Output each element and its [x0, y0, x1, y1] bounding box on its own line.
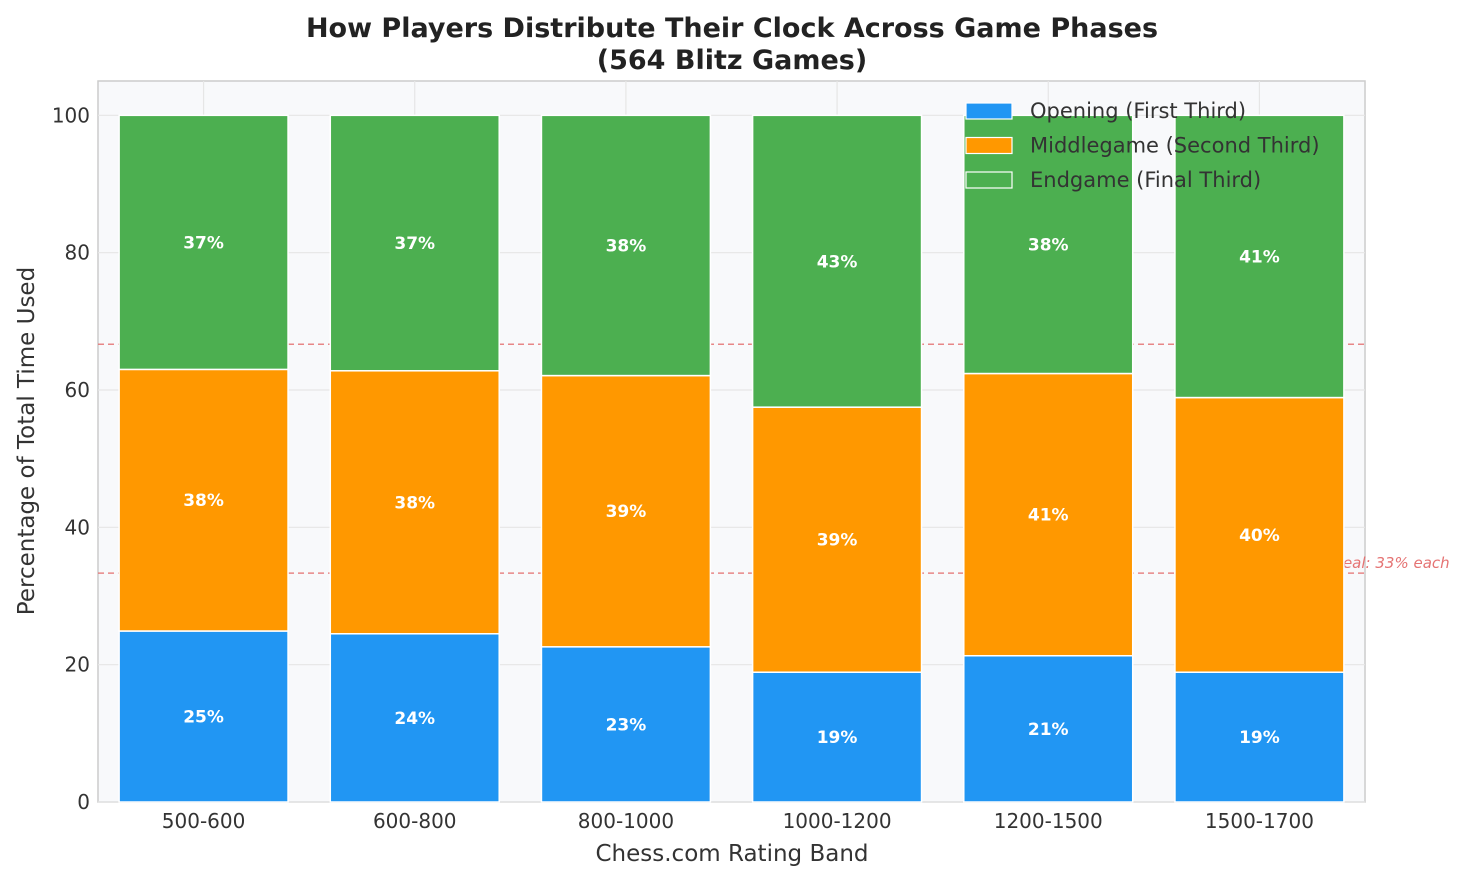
bar-segment — [118, 114, 289, 371]
bar-segment — [1174, 396, 1345, 673]
y-tick-label: 60 — [65, 378, 90, 402]
y-tick-label: 20 — [65, 653, 90, 677]
bar-segment — [329, 114, 500, 372]
chart-title: How Players Distribute Their Clock Acros… — [306, 13, 1158, 44]
bar-segment — [329, 633, 500, 803]
chart-subtitle: (564 Blitz Games) — [597, 45, 867, 76]
bar-segment — [963, 114, 1134, 375]
data-label: 38% — [1028, 235, 1069, 255]
data-label: 40% — [1239, 526, 1280, 546]
bar-segment — [118, 368, 289, 632]
data-label: 38% — [606, 236, 647, 256]
data-label: 23% — [606, 715, 647, 735]
bar-segment — [329, 370, 500, 635]
x-tick-label: 600-800 — [373, 809, 457, 833]
data-label: 24% — [394, 709, 435, 729]
x-axis-label: Chess.com Rating Band — [595, 841, 868, 867]
y-tick-label: 100 — [52, 103, 90, 127]
data-label: 19% — [817, 728, 858, 748]
legend-swatch — [965, 171, 1013, 189]
data-label: 19% — [1239, 728, 1280, 748]
data-label: 39% — [817, 531, 858, 551]
legend-swatch — [965, 136, 1013, 155]
data-label: 39% — [606, 502, 647, 522]
legend-entry: Opening (First Third) — [1030, 99, 1246, 123]
bar-segment — [540, 646, 712, 803]
x-tick-label: 800-1000 — [578, 809, 674, 833]
y-axis-ticks: 0 20 40 60 80 100 — [52, 103, 90, 814]
plot-area — [97, 80, 1366, 803]
data-label: 37% — [394, 234, 435, 254]
x-tick-label: 1200-1500 — [994, 809, 1103, 833]
y-tick-label: 0 — [77, 790, 90, 814]
bar-segment — [1174, 114, 1345, 399]
y-tick-label: 40 — [65, 515, 90, 539]
bar-segment — [963, 654, 1134, 803]
data-label: 41% — [1028, 506, 1069, 526]
x-axis-ticks: 500-600 600-800 800-1000 1000-1200 1200-1500… — [162, 809, 1314, 833]
bar-segment — [751, 406, 923, 673]
bars — [118, 114, 1345, 803]
bar-segment — [751, 114, 923, 408]
legend-swatch — [965, 102, 1013, 120]
bar-segment — [118, 630, 289, 803]
legend: Opening (First Third) Middlegame (Second … — [965, 99, 1320, 192]
bar-segment — [751, 671, 923, 803]
y-axis-label: Percentage of Total Time Used — [14, 267, 40, 615]
y-tick-label: 80 — [65, 241, 90, 265]
data-label: 43% — [817, 252, 858, 272]
data-label: 37% — [183, 233, 224, 253]
legend-entry: Middlegame (Second Third) — [1030, 134, 1320, 158]
reference-lines: Ideal: 33% each — [98, 343, 1450, 574]
data-label: 41% — [1239, 247, 1280, 267]
bar-segment — [540, 114, 712, 377]
bar-segment — [540, 374, 712, 648]
data-label: 21% — [1028, 720, 1069, 740]
x-tick-label: 1500-1700 — [1205, 809, 1314, 833]
data-label: 38% — [394, 493, 435, 513]
x-tick-label: 500-600 — [162, 809, 246, 833]
segment-labels: 25% 38% 37% 24% 38% 37% 23% 39% 38% 19% 39% 43% 21% 4… — [183, 233, 1280, 748]
data-label: 38% — [183, 491, 224, 511]
bar-segment — [1174, 671, 1345, 803]
x-tick-label: 1000-1200 — [783, 809, 892, 833]
data-label: 25% — [183, 708, 224, 728]
reference-line-label: Ideal: 33% each — [1329, 554, 1450, 572]
legend-entry: Endgame (Final Third) — [1030, 168, 1261, 192]
bar-segment — [963, 372, 1134, 657]
